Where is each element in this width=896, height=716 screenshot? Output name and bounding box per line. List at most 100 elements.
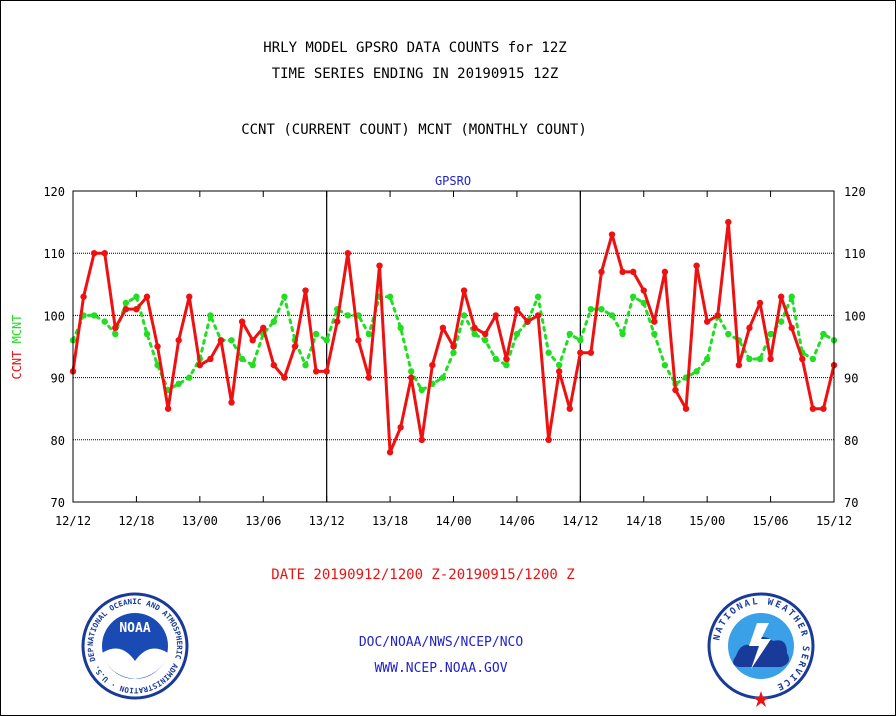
- data-point-mcnt: [439, 374, 447, 381]
- y-tick-label-left: 120: [43, 185, 65, 199]
- data-point-ccnt: [640, 287, 647, 294]
- data-point-ccnt: [217, 337, 225, 344]
- series-layer: [69, 218, 838, 456]
- y-tick-label-right: 120: [844, 185, 866, 199]
- data-point-mcnt: [270, 318, 278, 325]
- data-point-ccnt: [186, 293, 193, 300]
- data-point-ccnt: [725, 218, 732, 226]
- y-axis-label-mcnt: MCNT: [10, 314, 24, 343]
- data-point-mcnt: [90, 312, 98, 319]
- data-point-mcnt: [577, 337, 584, 344]
- data-point-mcnt: [725, 330, 732, 338]
- data-point-ccnt: [122, 305, 130, 313]
- data-point-mcnt: [640, 299, 647, 307]
- data-point-ccnt: [101, 250, 108, 257]
- data-point-mcnt: [534, 293, 542, 300]
- data-point-mcnt: [661, 361, 669, 369]
- x-tick-label: 14/18: [626, 514, 662, 528]
- date-range-label: DATE 20190912/1200 Z-20190915/1200 Z: [271, 567, 574, 583]
- nws-logo: NATIONAL WEATHER SERVICE: [707, 592, 815, 707]
- data-point-mcnt: [101, 318, 108, 325]
- chart-title: GPSRO: [435, 174, 471, 188]
- data-point-mcnt: [122, 299, 130, 307]
- data-point-ccnt: [555, 368, 563, 375]
- data-point-mcnt: [302, 361, 309, 369]
- y-tick-label-left: 70: [51, 496, 65, 510]
- data-point-mcnt: [418, 386, 425, 394]
- data-point-ccnt: [629, 268, 637, 276]
- data-point-mcnt: [555, 361, 563, 369]
- data-point-ccnt: [429, 361, 436, 369]
- data-point-ccnt: [175, 337, 182, 344]
- data-point-mcnt: [820, 330, 827, 338]
- org-label: DOC/NOAA/NWS/NCEP/NCO: [359, 635, 524, 650]
- data-point-mcnt: [175, 380, 182, 388]
- data-point-mcnt: [344, 312, 352, 319]
- data-point-mcnt: [619, 330, 626, 338]
- data-point-mcnt: [777, 318, 785, 325]
- data-point-ccnt: [228, 399, 235, 406]
- data-point-ccnt: [587, 349, 595, 356]
- data-point-ccnt: [714, 312, 721, 319]
- x-tick-label: 12/12: [55, 514, 91, 528]
- data-point-mcnt: [471, 330, 478, 338]
- data-point-mcnt: [608, 312, 616, 319]
- data-point-ccnt: [376, 262, 383, 269]
- data-point-ccnt: [809, 405, 817, 412]
- data-point-ccnt: [482, 330, 489, 338]
- data-point-ccnt: [154, 343, 161, 350]
- data-point-ccnt: [503, 355, 510, 363]
- data-point-ccnt: [651, 318, 658, 325]
- data-point-ccnt: [249, 337, 256, 344]
- data-point-mcnt: [492, 355, 499, 363]
- data-point-mcnt: [312, 330, 320, 338]
- data-point-mcnt: [693, 368, 700, 375]
- data-point-ccnt: [355, 337, 362, 344]
- x-tick-label: 13/18: [372, 514, 408, 528]
- x-tick-label: 14/12: [562, 514, 598, 528]
- data-point-ccnt: [90, 250, 98, 257]
- data-point-mcnt: [228, 337, 235, 344]
- data-point-ccnt: [735, 361, 743, 369]
- data-point-ccnt: [344, 250, 352, 257]
- data-point-mcnt: [112, 330, 119, 338]
- axis-ticks: 70 70 80 80 90 90 100 100 110 110 120 120 12/12 12/18…: [43, 185, 865, 528]
- data-point-mcnt: [503, 361, 510, 369]
- data-point-ccnt: [281, 374, 288, 381]
- data-point-ccnt: [260, 324, 267, 332]
- data-point-mcnt: [482, 337, 489, 344]
- data-point-mcnt: [408, 368, 415, 375]
- header-line-3: CCNT (CURRENT COUNT) MCNT (MONTHLY COUNT…: [241, 122, 587, 138]
- url-link[interactable]: WWW.NCEP.NOAA.GOV: [374, 661, 507, 676]
- data-point-ccnt: [767, 355, 774, 363]
- data-point-ccnt: [408, 374, 415, 381]
- data-point-mcnt: [513, 330, 521, 338]
- data-point-ccnt: [566, 405, 573, 412]
- y-tick-label-right: 90: [844, 372, 858, 386]
- data-point-ccnt: [80, 293, 87, 300]
- data-point-mcnt: [767, 330, 774, 338]
- data-point-ccnt: [460, 287, 468, 294]
- x-tick-label: 14/06: [499, 514, 535, 528]
- data-point-mcnt: [545, 349, 552, 356]
- series-line-ccnt: [71, 220, 836, 454]
- data-point-mcnt: [598, 305, 605, 313]
- data-point-mcnt: [746, 355, 753, 363]
- data-point-ccnt: [608, 231, 616, 238]
- data-point-mcnt: [238, 355, 246, 363]
- y-tick-label-right: 110: [844, 247, 866, 261]
- grid: [73, 191, 834, 502]
- series-ccnt: [69, 218, 838, 456]
- data-point-mcnt: [365, 330, 373, 338]
- data-point-ccnt: [270, 361, 278, 369]
- data-point-ccnt: [524, 318, 531, 325]
- data-point-mcnt: [788, 293, 795, 300]
- data-point-mcnt: [386, 293, 394, 300]
- data-point-ccnt: [703, 318, 711, 325]
- data-point-mcnt: [397, 324, 404, 332]
- data-point-ccnt: [672, 386, 679, 394]
- data-point-mcnt: [460, 312, 468, 319]
- y-axis-label-ccnt: CCNT: [10, 351, 24, 380]
- data-point-ccnt: [450, 343, 457, 350]
